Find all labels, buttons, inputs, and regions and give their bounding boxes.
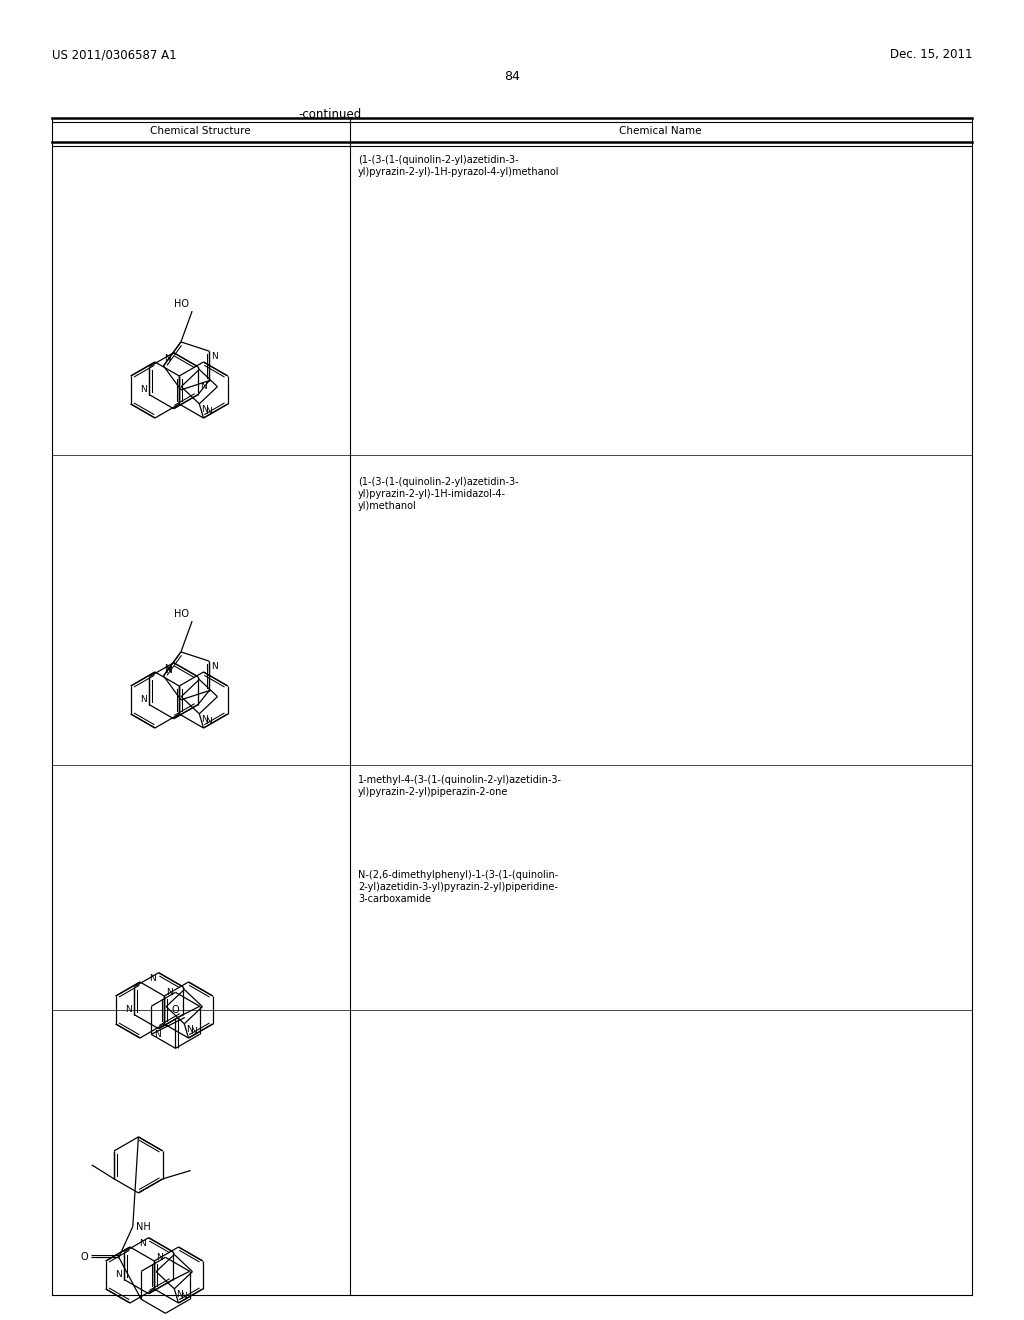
Text: 1-methyl-4-(3-(1-(quinolin-2-yl)azetidin-3-: 1-methyl-4-(3-(1-(quinolin-2-yl)azetidin… bbox=[358, 775, 562, 785]
Text: Chemical Name: Chemical Name bbox=[618, 125, 701, 136]
Text: (1-(3-(1-(quinolin-2-yl)azetidin-3-: (1-(3-(1-(quinolin-2-yl)azetidin-3- bbox=[358, 477, 518, 487]
Text: 3-carboxamide: 3-carboxamide bbox=[358, 894, 431, 904]
Text: 84: 84 bbox=[504, 70, 520, 83]
Text: 2-yl)azetidin-3-yl)pyrazin-2-yl)piperidine-: 2-yl)azetidin-3-yl)pyrazin-2-yl)piperidi… bbox=[358, 882, 558, 892]
Text: N: N bbox=[125, 1005, 131, 1014]
Text: N: N bbox=[164, 354, 171, 363]
Text: N: N bbox=[156, 1253, 163, 1262]
Text: N: N bbox=[211, 352, 218, 362]
Text: N: N bbox=[186, 1024, 194, 1034]
Text: N: N bbox=[166, 665, 172, 675]
Text: Dec. 15, 2011: Dec. 15, 2011 bbox=[890, 48, 972, 61]
Text: (1-(3-(1-(quinolin-2-yl)azetidin-3-: (1-(3-(1-(quinolin-2-yl)azetidin-3- bbox=[358, 154, 518, 165]
Text: N: N bbox=[115, 1270, 122, 1279]
Text: N: N bbox=[139, 1238, 145, 1247]
Text: yl)pyrazin-2-yl)-1H-imidazol-4-: yl)pyrazin-2-yl)-1H-imidazol-4- bbox=[358, 488, 506, 499]
Text: yl)pyrazin-2-yl)-1H-pyrazol-4-yl)methanol: yl)pyrazin-2-yl)-1H-pyrazol-4-yl)methano… bbox=[358, 168, 559, 177]
Text: N: N bbox=[202, 405, 208, 413]
Text: Chemical Structure: Chemical Structure bbox=[150, 125, 250, 136]
Text: US 2011/0306587 A1: US 2011/0306587 A1 bbox=[52, 48, 176, 61]
Text: N: N bbox=[206, 407, 212, 416]
Text: N: N bbox=[180, 1292, 187, 1302]
Text: N: N bbox=[155, 1030, 161, 1039]
Text: HO: HO bbox=[174, 609, 189, 619]
Text: N: N bbox=[190, 1027, 198, 1036]
Text: -continued: -continued bbox=[298, 108, 361, 121]
Text: N: N bbox=[139, 694, 146, 704]
Text: N: N bbox=[139, 384, 146, 393]
Text: HO: HO bbox=[174, 300, 189, 309]
Text: NH: NH bbox=[136, 1221, 151, 1232]
Text: N: N bbox=[211, 663, 218, 671]
Text: N: N bbox=[202, 714, 208, 723]
Text: N: N bbox=[166, 987, 172, 997]
Text: O: O bbox=[172, 1005, 179, 1015]
Text: yl)methanol: yl)methanol bbox=[358, 502, 417, 511]
Text: N: N bbox=[206, 717, 212, 726]
Text: N: N bbox=[164, 664, 171, 673]
Text: N: N bbox=[148, 974, 156, 982]
Text: O: O bbox=[80, 1253, 88, 1262]
Text: N: N bbox=[176, 1290, 183, 1299]
Text: N: N bbox=[201, 381, 207, 391]
Text: N-(2,6-dimethylphenyl)-1-(3-(1-(quinolin-: N-(2,6-dimethylphenyl)-1-(3-(1-(quinolin… bbox=[358, 870, 558, 880]
Text: yl)pyrazin-2-yl)piperazin-2-one: yl)pyrazin-2-yl)piperazin-2-one bbox=[358, 787, 508, 797]
